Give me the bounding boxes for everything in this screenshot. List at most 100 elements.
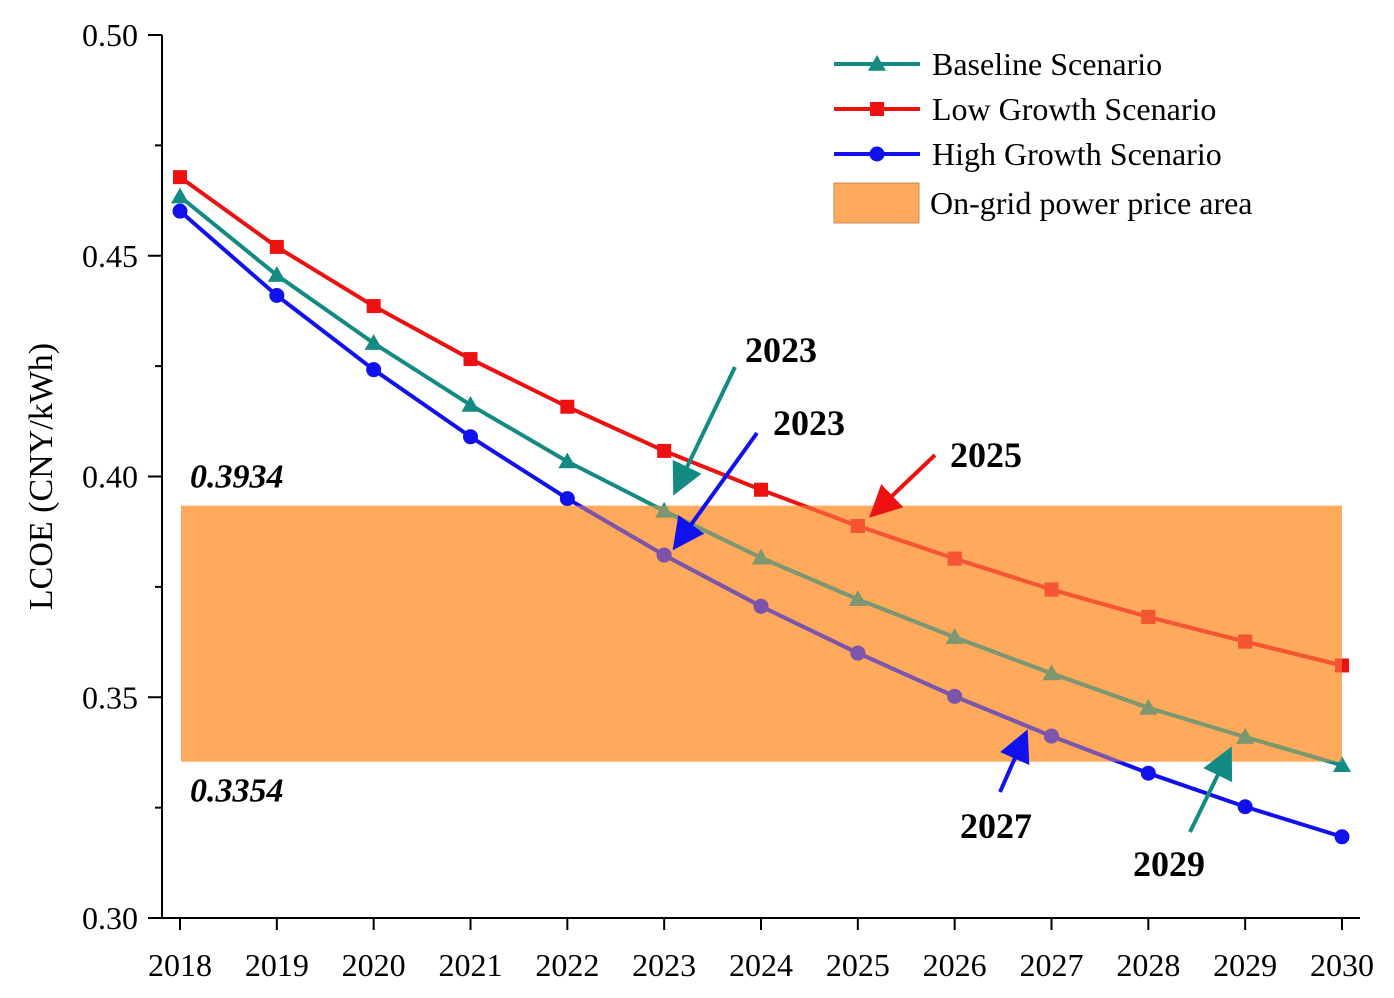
series-0: [171, 187, 1351, 772]
x-tick-label-12: 2030: [1310, 947, 1374, 983]
legend-marker-0: [868, 55, 886, 71]
band-overlay-point-2-9: [1044, 728, 1059, 744]
data-point-0-9: [1042, 664, 1061, 681]
x-tick-label-1: 2019: [245, 947, 309, 983]
band-overlay-point-1-9: [1044, 582, 1059, 597]
x-tick-label-2: 2020: [342, 947, 406, 983]
axis-layer: 0.30 0.35 0.40 0.45 0.50 2018 2019 2020 2021 2022…: [23, 17, 1374, 983]
band-overlay-point-0-6: [752, 548, 770, 565]
y-tick-label-1: 0.35: [82, 679, 138, 715]
legend-item-2: High Growth Scenario: [834, 136, 1222, 172]
data-point-2-8: [947, 688, 963, 704]
data-point-0-4: [558, 452, 577, 469]
data-point-0-7: [848, 590, 867, 606]
band-overlay-point-0-7: [848, 590, 867, 606]
legend-band-swatch: [833, 182, 920, 224]
x-tick-label-6: 2024: [729, 947, 793, 983]
data-point-0-2: [364, 334, 383, 350]
data-point-1-5: [657, 443, 672, 458]
x-tick-label-5: 2023: [632, 947, 696, 983]
annotation-label-1: 2023: [773, 403, 845, 443]
data-point-2-10: [1140, 765, 1156, 781]
legend: Baseline Scenario Low Growth Scenario High…: [833, 46, 1253, 224]
x-tick-label-7: 2025: [826, 947, 890, 983]
band-overlay-point-2-7: [850, 645, 866, 661]
data-point-2-5: [656, 547, 672, 563]
x-tick-label-11: 2029: [1213, 947, 1277, 983]
data-point-0-8: [945, 628, 964, 644]
data-point-0-6: [752, 548, 770, 565]
series-2: [172, 203, 1350, 845]
band-overlay-point-2-5: [656, 547, 672, 563]
legend-label-0: Baseline Scenario: [932, 46, 1162, 82]
data-point-2-9: [1044, 728, 1059, 744]
data-point-0-1: [267, 266, 286, 282]
annotation-label-2: 2025: [950, 435, 1022, 475]
y-tick-label-3: 0.45: [82, 238, 138, 274]
data-point-2-4: [559, 491, 575, 507]
band-overlay: [564, 505, 1342, 762]
x-tick-label-0: 2018: [148, 947, 212, 983]
data-point-1-12: [1335, 658, 1349, 673]
annotation-label-4: 2029: [1133, 844, 1205, 884]
annotation-label-3: 2027: [960, 806, 1032, 846]
band-overlay-point-1-10: [1141, 609, 1156, 624]
legend-item-band: On-grid power price area: [833, 182, 1253, 224]
band-overlay-line-2: [575, 505, 1124, 762]
band-overlay-point-0-9: [1042, 664, 1061, 681]
y-tick-label-4: 0.50: [82, 17, 138, 53]
legend-marker-2: [869, 146, 885, 162]
band-overlay-point-1-7: [850, 518, 865, 533]
legend-marker-1: [870, 102, 884, 116]
data-point-1-2: [366, 299, 381, 314]
legend-label-2: High Growth Scenario: [932, 136, 1222, 172]
data-point-2-6: [753, 598, 769, 614]
x-tick-label-4: 2022: [535, 947, 599, 983]
price-band-layer: 0.3934 0.3354: [181, 459, 1342, 810]
data-point-2-11: [1237, 799, 1253, 815]
annotation-arrow-0: [672, 366, 737, 496]
band-overlay-point-0-10: [1139, 698, 1158, 715]
data-point-0-11: [1236, 727, 1255, 744]
annotation-arrow-4: [1188, 746, 1233, 833]
band-overlay-point-2-8: [947, 688, 963, 704]
band-overlay-point-0-11: [1236, 727, 1255, 744]
annotation-arrow-3: [998, 729, 1030, 793]
band-overlay-line-1: [797, 505, 1342, 668]
band-overlay-point-1-11: [1238, 634, 1253, 649]
price-band: [181, 505, 1342, 762]
band-upper-label: 0.3934: [190, 459, 284, 496]
x-tick-label-9: 2027: [1020, 947, 1084, 983]
band-overlay-point-1-12: [1335, 658, 1342, 673]
y-axis-title: LCOE (CNY/kWh): [23, 343, 60, 610]
band-overlay-point-0-12: [1338, 756, 1342, 762]
data-point-1-10: [1141, 609, 1156, 624]
data-point-1-4: [560, 399, 575, 414]
y-tick-label-2: 0.40: [82, 459, 138, 495]
data-point-1-3: [463, 352, 478, 367]
legend-item-1: Low Growth Scenario: [834, 91, 1216, 127]
x-tick-label-3: 2021: [439, 947, 503, 983]
data-point-0-3: [461, 395, 480, 412]
data-point-1-7: [850, 518, 865, 533]
annotation-arrow-2: [869, 453, 937, 518]
data-point-2-12: [1334, 829, 1350, 845]
data-point-1-0: [173, 170, 187, 185]
band-lower-label: 0.3354: [190, 773, 284, 810]
data-point-1-11: [1238, 634, 1253, 649]
y-tick-label-0: 0.30: [82, 900, 138, 936]
data-point-2-1: [269, 287, 285, 303]
band-overlay-point-2-4: [564, 505, 570, 507]
data-point-1-8: [947, 551, 962, 566]
data-point-0-12: [1333, 756, 1351, 772]
series-layer: [171, 170, 1351, 845]
series-1: [173, 170, 1349, 673]
data-point-1-1: [269, 239, 284, 254]
data-point-2-0: [172, 203, 188, 219]
data-point-1-6: [754, 482, 768, 497]
x-tick-label-10: 2028: [1116, 947, 1180, 983]
band-overlay-point-1-8: [947, 551, 962, 566]
data-point-0-10: [1139, 698, 1158, 715]
data-point-2-3: [463, 429, 478, 445]
